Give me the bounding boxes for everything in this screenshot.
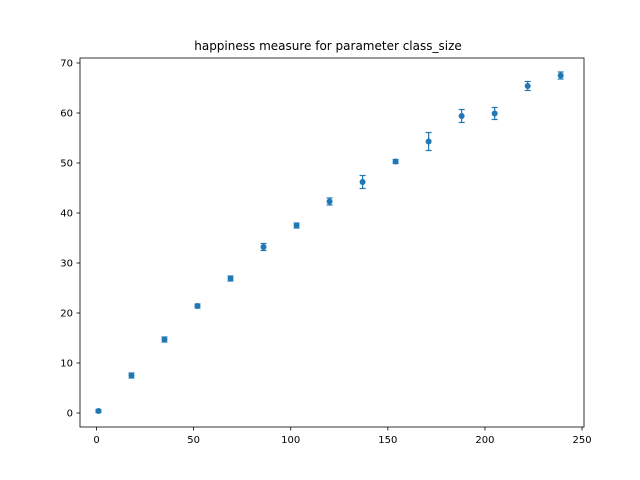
data-point bbox=[227, 275, 234, 282]
data-point bbox=[524, 83, 531, 89]
x-tick-label: 100 bbox=[281, 435, 300, 446]
data-point bbox=[260, 244, 267, 250]
data-point bbox=[359, 179, 366, 185]
y-tick-label: 20 bbox=[60, 309, 73, 320]
y-axis: 0 10 20 30 40 50 60 70 bbox=[60, 59, 80, 420]
x-tick-label: 50 bbox=[187, 435, 200, 446]
data-point bbox=[293, 222, 300, 229]
data-point bbox=[557, 72, 564, 79]
data-point bbox=[95, 408, 102, 414]
plot-frame bbox=[79, 57, 585, 428]
data-point bbox=[128, 372, 135, 379]
data-point bbox=[326, 198, 333, 205]
y-tick-label: 30 bbox=[60, 259, 73, 270]
data-point bbox=[458, 113, 465, 119]
data-point bbox=[194, 303, 201, 309]
y-tick-label: 50 bbox=[60, 159, 73, 170]
data-point bbox=[392, 158, 399, 165]
y-tick-label: 40 bbox=[60, 209, 73, 220]
chart-title: happiness measure for parameter class_si… bbox=[194, 39, 462, 53]
y-tick-label: 10 bbox=[60, 359, 73, 370]
data-point bbox=[161, 336, 168, 343]
y-tick-label: 60 bbox=[60, 109, 73, 120]
x-tick-label: 250 bbox=[573, 435, 592, 446]
data-series bbox=[95, 71, 564, 414]
data-point bbox=[491, 110, 498, 117]
data-point bbox=[425, 138, 432, 145]
y-tick-label: 0 bbox=[67, 409, 73, 420]
x-axis: 0 50 100 150 200 250 bbox=[93, 427, 592, 446]
y-tick-label: 70 bbox=[60, 59, 73, 70]
x-tick-label: 200 bbox=[475, 435, 494, 446]
x-tick-label: 150 bbox=[378, 435, 397, 446]
x-tick-label: 0 bbox=[93, 435, 99, 446]
